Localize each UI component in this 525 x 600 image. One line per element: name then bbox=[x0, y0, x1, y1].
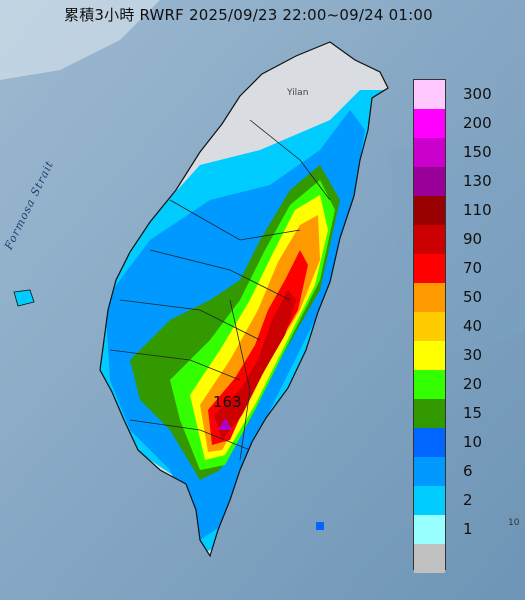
rain-zone-red bbox=[208, 250, 308, 445]
legend-swatch bbox=[414, 399, 445, 428]
legend-swatch bbox=[414, 283, 445, 312]
county-boundaries bbox=[109, 119, 331, 461]
legend-swatch bbox=[414, 167, 445, 196]
legend-label: 110 bbox=[463, 201, 492, 219]
legend-label: 150 bbox=[463, 143, 492, 161]
legend-label: 2 bbox=[463, 491, 473, 509]
legend-swatch bbox=[414, 428, 445, 457]
legend-label: 6 bbox=[463, 462, 473, 480]
legend-label: 130 bbox=[463, 172, 492, 190]
color-legend bbox=[413, 79, 446, 573]
offshore-islet-east bbox=[316, 522, 324, 530]
offshore-islet bbox=[13, 289, 35, 307]
legend-swatch bbox=[414, 312, 445, 341]
edge-label: 10 bbox=[508, 518, 520, 528]
legend-swatch bbox=[414, 370, 445, 399]
legend-label: 50 bbox=[463, 288, 483, 306]
max-rainfall-marker-icon bbox=[218, 418, 232, 430]
legend-label: 40 bbox=[463, 317, 483, 335]
legend-label: 10 bbox=[463, 433, 483, 451]
legend-label: 300 bbox=[463, 85, 492, 103]
legend-swatch bbox=[414, 544, 445, 573]
legend-swatch bbox=[414, 341, 445, 370]
legend-label: 70 bbox=[463, 259, 483, 277]
legend-swatch bbox=[414, 515, 445, 544]
island-coastline bbox=[99, 41, 389, 558]
max-rainfall-label: 163 bbox=[213, 393, 242, 411]
legend-swatch bbox=[414, 225, 445, 254]
legend-label: 200 bbox=[463, 114, 492, 132]
legend-swatch bbox=[414, 80, 445, 109]
legend-swatch bbox=[414, 138, 445, 167]
legend-swatch bbox=[414, 254, 445, 283]
legend-swatch bbox=[414, 486, 445, 515]
place-label: Yilan bbox=[287, 88, 309, 98]
legend-label: 1 bbox=[463, 520, 473, 538]
legend-swatch bbox=[414, 109, 445, 138]
cloud-texture bbox=[0, 0, 160, 80]
legend-label: 20 bbox=[463, 375, 483, 393]
legend-swatch bbox=[414, 196, 445, 225]
legend-label: 15 bbox=[463, 404, 483, 422]
map-title: 累積3小時 RWRF 2025/09/23 22:00~09/24 01:00 bbox=[64, 6, 433, 24]
legend-label: 30 bbox=[463, 346, 483, 364]
rain-zone-dark-red bbox=[214, 290, 296, 440]
legend-label: 90 bbox=[463, 230, 483, 248]
legend-swatch bbox=[414, 457, 445, 486]
